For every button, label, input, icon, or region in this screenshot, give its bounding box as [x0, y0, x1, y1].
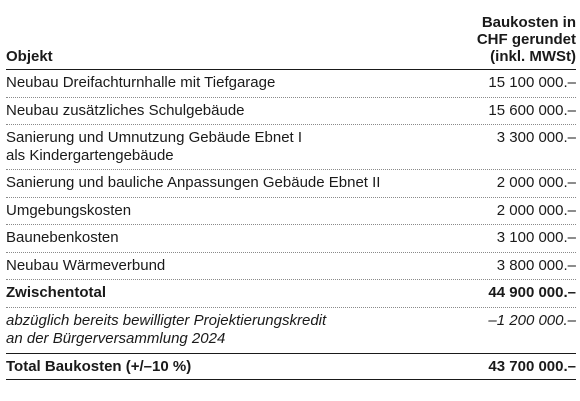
row-label: Neubau zusätzliches Schulgebäude	[6, 101, 245, 119]
row-amount: 3 300 000.–	[496, 129, 576, 146]
row-label: Zwischentotal	[6, 284, 107, 301]
table-row-turnhalle: Neubau Dreifachturnhalle mit Tiefgarage …	[6, 70, 576, 98]
row-amount: 2 000 000.–	[496, 201, 576, 219]
table-row-schulgebaeude: Neubau zusätzliches Schulgebäude 15 600 …	[6, 98, 576, 125]
table-header: Objekt Baukosten in CHF gerundet (inkl. …	[6, 8, 576, 70]
table-row-ebnet-2: Sanierung und bauliche Anpassungen Gebäu…	[6, 170, 576, 198]
row-label: Neubau Wärmeverbund	[6, 256, 166, 274]
row-amount: 2 000 000.–	[496, 174, 576, 191]
table-row-umgebung: Umgebungskosten 2 000 000.–	[6, 198, 576, 225]
header-object: Objekt	[6, 48, 53, 65]
header-cost-line1: Baukosten in	[481, 14, 576, 31]
row-label: Neubau Dreifachturnhalle mit Tiefgarage	[6, 74, 276, 91]
table-row-total: Total Baukosten (+/–10 %) 43 700 000.–	[6, 352, 576, 380]
table-row-ebnet-1: Sanierung und Umnutzung Gebäude Ebnet I …	[6, 125, 576, 170]
row-label: Baunebenkosten	[6, 229, 119, 246]
table-row-waermeverbund: Neubau Wärmeverbund 3 800 000.–	[6, 253, 576, 280]
cost-table: Objekt Baukosten in CHF gerundet (inkl. …	[6, 8, 576, 380]
row-amount: 43 700 000.–	[488, 357, 576, 375]
row-label: Sanierung und bauliche Anpassungen Gebäu…	[6, 174, 381, 191]
row-label: Total Baukosten (+/–10 %)	[6, 357, 192, 375]
row-amount: 44 900 000.–	[488, 284, 576, 301]
header-cost-line2: CHF gerundet	[476, 31, 576, 48]
header-cost-line3: (inkl. MWSt)	[490, 48, 576, 65]
row-amount: –1 200 000.–	[488, 311, 576, 329]
table-row-projektierungskredit: abzüglich bereits bewilligter Projektier…	[6, 308, 576, 353]
row-label: abzüglich bereits bewilligter Projektier…	[6, 311, 327, 347]
row-amount: 3 800 000.–	[496, 256, 576, 274]
row-amount: 15 100 000.–	[488, 74, 576, 91]
row-label: Umgebungskosten	[6, 201, 132, 219]
row-amount: 15 600 000.–	[488, 101, 576, 119]
table-row-baunebenkosten: Baunebenkosten 3 100 000.–	[6, 225, 576, 253]
row-amount: 3 100 000.–	[496, 229, 576, 246]
table-row-zwischentotal: Zwischentotal 44 900 000.–	[6, 280, 576, 308]
row-label: Sanierung und Umnutzung Gebäude Ebnet I …	[6, 129, 303, 164]
header-cost: Baukosten in CHF gerundet (inkl. MWSt)	[477, 14, 576, 69]
